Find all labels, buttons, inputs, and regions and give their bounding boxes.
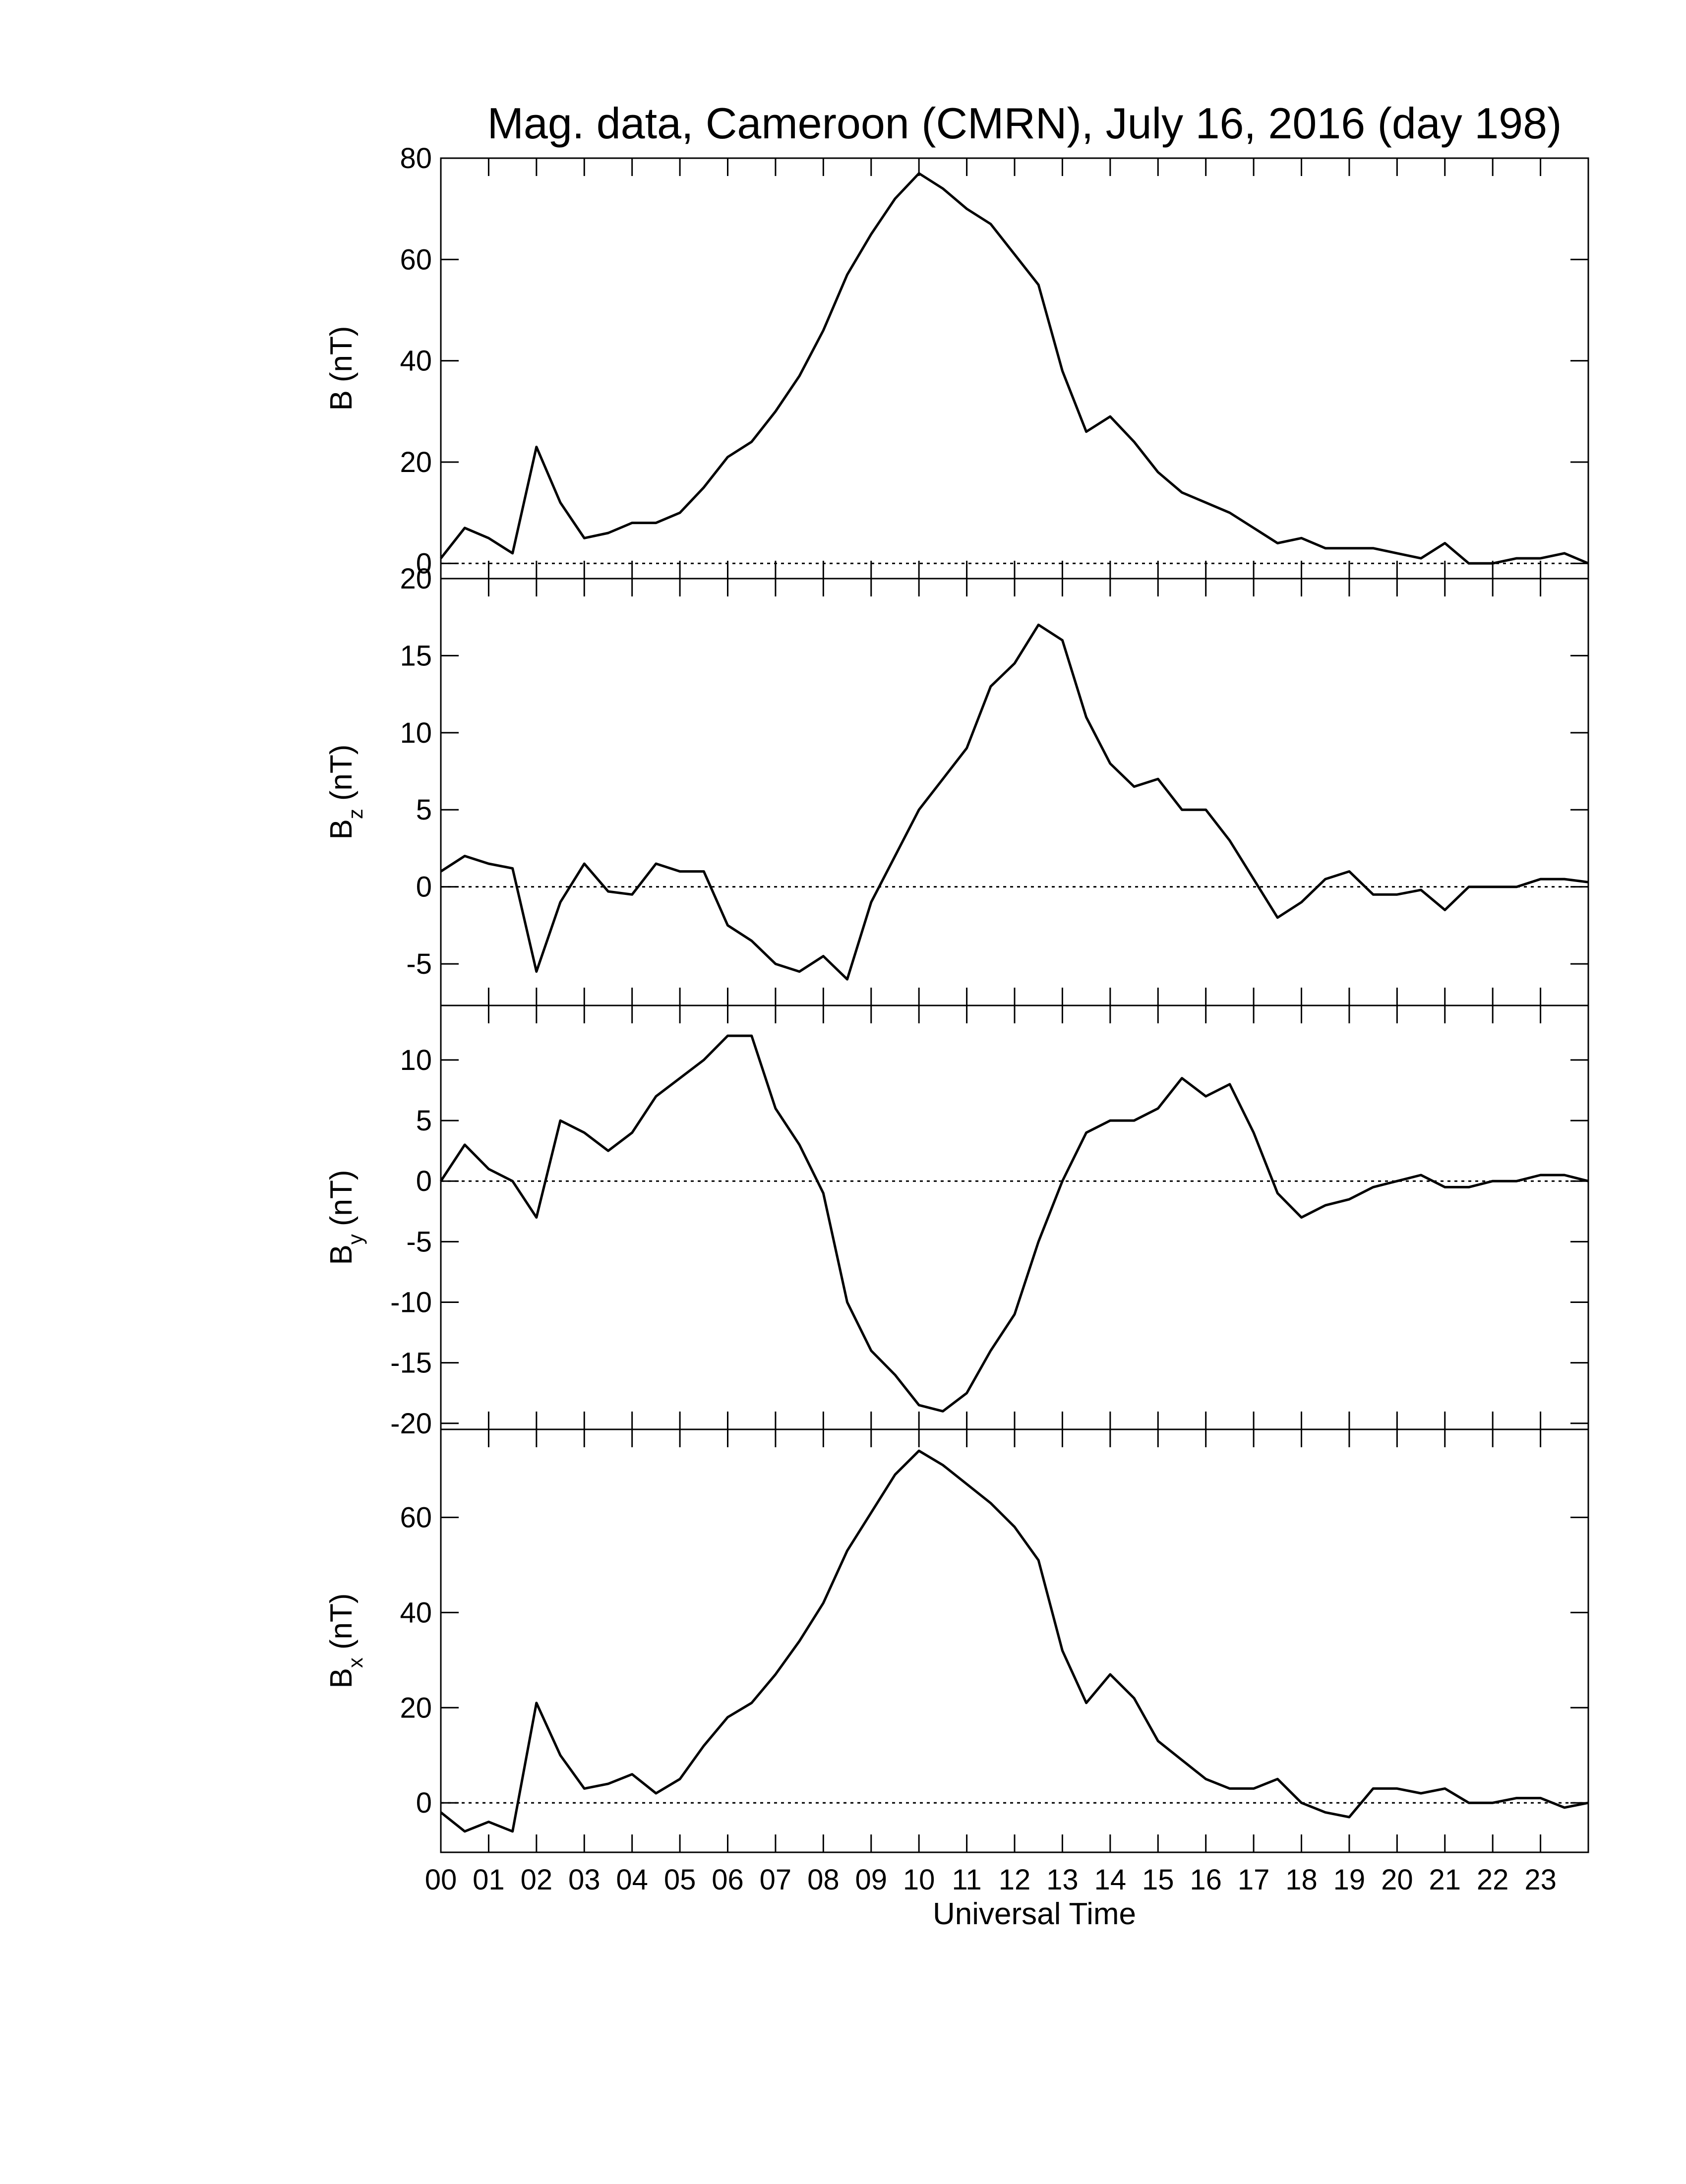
y-axis-label-unit: (nT): [324, 744, 359, 801]
y-axis-label-unit: (nT): [324, 326, 359, 382]
y-axis-label-sub: x: [344, 1657, 367, 1668]
y-tick-label: 0: [416, 871, 432, 903]
x-tick-label: 00: [425, 1864, 457, 1896]
y-axis-label: B (nT): [324, 326, 359, 411]
y-axis-label-main: B: [324, 1244, 359, 1265]
y-tick-label: 10: [400, 1044, 432, 1076]
x-axis-label: Universal Time: [933, 1897, 1136, 1931]
y-tick-label: 40: [400, 345, 432, 377]
x-tick-label: 05: [664, 1864, 696, 1896]
y-axis-label-main: B: [324, 390, 359, 411]
x-tick-label: 22: [1477, 1864, 1509, 1896]
y-tick-label: 0: [416, 1165, 432, 1197]
y-tick-label: -10: [390, 1287, 432, 1319]
x-tick-label: 16: [1190, 1864, 1222, 1896]
y-axis-label: Bx (nT): [324, 1593, 367, 1688]
x-tick-label: 19: [1333, 1864, 1366, 1896]
y-tick-label: 20: [400, 446, 432, 478]
x-tick-label: 14: [1094, 1864, 1127, 1896]
y-axis-label: Bz (nT): [324, 744, 367, 839]
x-tick-label: 09: [855, 1864, 887, 1896]
y-tick-label: 0: [416, 1787, 432, 1819]
y-tick-label: 15: [400, 640, 432, 672]
y-tick-label: -15: [390, 1347, 432, 1379]
y-tick-label: -20: [390, 1408, 432, 1440]
x-tick-label: 13: [1046, 1864, 1079, 1896]
y-tick-label: 20: [400, 1692, 432, 1724]
x-tick-label: 21: [1429, 1864, 1461, 1896]
x-tick-label: 03: [568, 1864, 601, 1896]
y-tick-label: -5: [406, 1226, 432, 1258]
x-tick-label: 07: [760, 1864, 792, 1896]
x-tick-label: 12: [999, 1864, 1031, 1896]
y-axis-label: By (nT): [324, 1170, 367, 1265]
x-tick-label: 18: [1285, 1864, 1318, 1896]
y-tick-label: 20: [400, 563, 432, 595]
y-tick-label: 60: [400, 1502, 432, 1534]
x-tick-label: 01: [473, 1864, 505, 1896]
x-tick-label: 02: [521, 1864, 553, 1896]
x-tick-label: 04: [616, 1864, 648, 1896]
chart-title: Mag. data, Cameroon (CMRN), July 16, 201…: [487, 99, 1562, 148]
y-tick-label: 10: [400, 717, 432, 749]
y-axis-label-sub: y: [344, 1234, 367, 1244]
y-axis-label-unit: (nT): [324, 1593, 359, 1650]
y-tick-label: 60: [400, 243, 432, 276]
y-tick-label: 40: [400, 1596, 432, 1629]
y-tick-label: 0: [416, 547, 432, 580]
data-line: [440, 623, 1589, 981]
x-tick-label: 15: [1142, 1864, 1174, 1896]
data-line: [439, 1034, 1589, 1413]
y-tick-label: 5: [416, 1105, 432, 1137]
y-axis-label-main: B: [324, 1668, 359, 1688]
x-tick-label: 11: [952, 1864, 981, 1896]
data-line: [440, 172, 1589, 565]
y-tick-label: -5: [406, 948, 432, 980]
data-line: [440, 1449, 1589, 1833]
x-tick-label: 20: [1381, 1864, 1413, 1896]
x-tick-label: 10: [903, 1864, 935, 1896]
x-tick-label: 08: [807, 1864, 840, 1896]
y-axis-label-sub: z: [344, 809, 367, 819]
x-tick-label: 23: [1524, 1864, 1557, 1896]
y-axis-label-main: B: [324, 819, 359, 839]
x-tick-label: 17: [1238, 1864, 1270, 1896]
y-tick-label: 5: [416, 794, 432, 826]
x-tick-label: 06: [712, 1864, 744, 1896]
y-tick-label: 80: [400, 142, 432, 175]
y-axis-label-unit: (nT): [324, 1170, 359, 1226]
